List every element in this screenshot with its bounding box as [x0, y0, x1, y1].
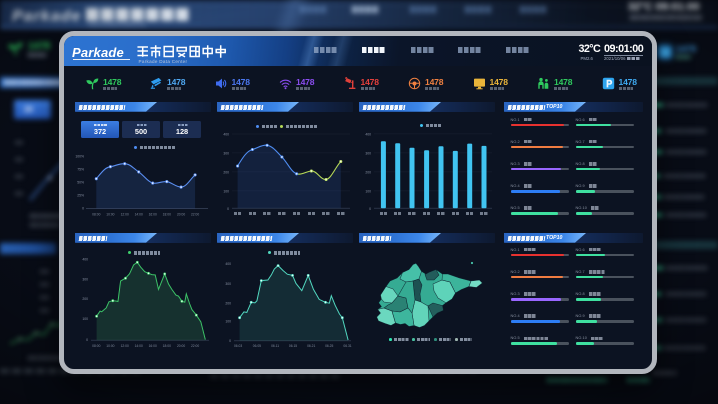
- svg-text:100: 100: [225, 320, 231, 324]
- svg-text:400: 400: [225, 262, 231, 266]
- svg-text:300: 300: [223, 151, 229, 155]
- svg-text:0: 0: [86, 338, 88, 342]
- svg-text:12:00: 12:00: [121, 212, 129, 216]
- svg-text:08:00: 08:00: [92, 344, 100, 348]
- svg-text:100: 100: [223, 189, 229, 193]
- svg-text:200: 200: [82, 297, 88, 301]
- svg-text:100: 100: [82, 317, 88, 321]
- svg-text:08:00: 08:00: [92, 212, 100, 216]
- svg-text:20:00: 20:00: [177, 344, 185, 348]
- svg-text:200: 200: [225, 302, 231, 306]
- svg-text:300: 300: [365, 151, 371, 155]
- svg-text:06.31: 06.31: [343, 344, 351, 348]
- svg-text:0: 0: [82, 207, 84, 211]
- svg-text:06.11: 06.11: [271, 344, 279, 348]
- svg-text:14:00: 14:00: [135, 212, 143, 216]
- svg-text:16:00: 16:00: [149, 344, 157, 348]
- svg-text:50%: 50%: [77, 180, 84, 184]
- svg-text:75%: 75%: [77, 167, 84, 171]
- svg-text:22:00: 22:00: [191, 212, 199, 216]
- svg-text:25%: 25%: [77, 193, 84, 197]
- svg-text:16:00: 16:00: [149, 212, 157, 216]
- svg-text:10:00: 10:00: [106, 212, 114, 216]
- svg-text:0: 0: [229, 339, 231, 343]
- svg-text:06.15: 06.15: [289, 344, 297, 348]
- svg-text:20:00: 20:00: [177, 212, 185, 216]
- svg-text:18:00: 18:00: [163, 212, 171, 216]
- svg-text:400: 400: [223, 132, 229, 136]
- svg-text:100: 100: [365, 189, 371, 193]
- svg-text:300: 300: [82, 277, 88, 281]
- svg-text:10:00: 10:00: [106, 344, 114, 348]
- svg-text:400: 400: [365, 132, 371, 136]
- svg-text:400: 400: [82, 257, 88, 261]
- svg-text:06.25: 06.25: [325, 344, 333, 348]
- svg-text:18:00: 18:00: [163, 344, 171, 348]
- svg-text:06.05: 06.05: [253, 344, 261, 348]
- svg-text:0: 0: [227, 207, 229, 211]
- svg-text:14:00: 14:00: [135, 344, 143, 348]
- svg-text:0: 0: [369, 207, 371, 211]
- svg-text:200: 200: [365, 170, 371, 174]
- svg-text:12:00: 12:00: [121, 344, 129, 348]
- svg-text:22:00: 22:00: [191, 344, 199, 348]
- svg-text:100%: 100%: [75, 154, 84, 158]
- svg-text:200: 200: [223, 170, 229, 174]
- svg-text:06.21: 06.21: [307, 344, 315, 348]
- svg-text:300: 300: [225, 282, 231, 286]
- svg-text:06.03: 06.03: [234, 344, 242, 348]
